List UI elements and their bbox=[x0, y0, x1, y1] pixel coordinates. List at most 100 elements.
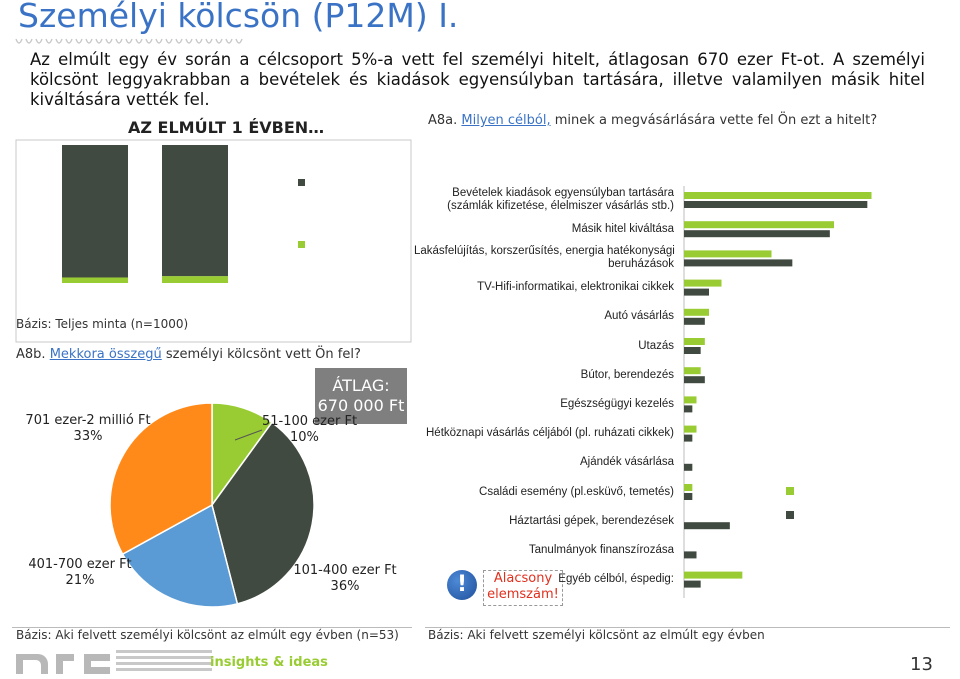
pie-slice-name: 401-700 ezer Ft bbox=[28, 557, 132, 572]
category-label-line: Ajándék vásárlása bbox=[580, 456, 674, 469]
category-label-line: Tanulmányok finanszírozása bbox=[528, 543, 674, 556]
bar-legend-swatch bbox=[786, 511, 794, 519]
alert-icon: ! bbox=[447, 570, 477, 600]
bar-2011q4 bbox=[684, 201, 868, 208]
nrc-logo bbox=[16, 650, 212, 674]
stacked-base: Bázis: Teljes minta (n=1000) bbox=[16, 317, 189, 331]
category-label-line: TV-Hifi-informatikai, elektronikai cikke… bbox=[477, 281, 674, 294]
pie-slice bbox=[121, 503, 239, 608]
pie-slice-name: 101-400 ezer Ft bbox=[293, 563, 397, 578]
bar-question-rest: minek a megvásárlására vette fel Ön ezt … bbox=[554, 113, 878, 128]
pie-slice-percent: 36% bbox=[330, 579, 360, 594]
bar-legend-swatch bbox=[786, 487, 794, 495]
bar-2011q4 bbox=[684, 551, 697, 559]
bar-2011q4 bbox=[684, 493, 693, 500]
pie-question: A8b. Mekkora összegű személyi kölcsönt v… bbox=[16, 347, 361, 362]
category-label-line: Egészségügyi kezelés bbox=[560, 397, 674, 410]
pie-slice bbox=[211, 421, 315, 605]
category-label: Bútor, berendezés bbox=[414, 369, 674, 382]
bar-2011q4 bbox=[684, 376, 705, 384]
category-label-line: Autó vásárlás bbox=[604, 310, 674, 323]
pie-slice-label: 101-400 ezer Ft 36% bbox=[290, 563, 400, 595]
pie-slice-label: 701 ezer-2 millió Ft 33% bbox=[18, 413, 158, 445]
page-title: Személyi kölcsön (P12M) I. bbox=[18, 0, 459, 35]
bar-2012q1 bbox=[684, 250, 772, 258]
category-label-line: Egyéb célból, éspedig: bbox=[558, 573, 674, 586]
average-value: 670 000 Ft bbox=[317, 396, 405, 415]
pie-slice-name: 51-100 ezer Ft bbox=[262, 414, 358, 429]
stacked-bar-not-taken-2 bbox=[162, 145, 228, 277]
category-label: Másik hitel kiváltása bbox=[414, 223, 674, 236]
pie-slice-percent: 10% bbox=[290, 430, 319, 445]
category-label-line: beruházások bbox=[608, 258, 674, 271]
stacked-chart-frame bbox=[15, 139, 412, 343]
category-label-line: Bevételek kiadások egyensúlyban tartásár… bbox=[452, 187, 674, 199]
category-label-line: Háztartási gépek, berendezések bbox=[509, 514, 674, 527]
pie-question-prefix: A8b. bbox=[16, 347, 46, 362]
bar-2011q4 bbox=[684, 522, 730, 530]
stacked-legend-swatch bbox=[298, 241, 305, 248]
pie-slice-percent: 21% bbox=[65, 573, 95, 588]
category-label-line: Bútor, berendezés bbox=[580, 368, 674, 381]
category-label: Hétköznapi vásárlás céljából (pl. ruháza… bbox=[414, 427, 674, 440]
average-label: ÁTLAG: bbox=[332, 376, 390, 395]
intro-text: Az elmúlt egy év során a célcsoport 5%-a… bbox=[30, 50, 925, 109]
category-label: Ajándék vásárlása bbox=[414, 456, 674, 469]
category-label-line: Utazás bbox=[638, 339, 674, 352]
bar-question-prefix: A8a. bbox=[428, 113, 458, 128]
bar-2011q4 bbox=[684, 405, 693, 413]
category-label: Családi esemény (pl.esküvő, temetés) bbox=[414, 486, 674, 499]
category-label-line: (számlák kifizetése, élelmiszer vásárlás… bbox=[447, 200, 674, 212]
bar-2012q1 bbox=[684, 308, 709, 316]
footer-rule-left bbox=[12, 627, 412, 628]
bar-2011q4 bbox=[684, 259, 793, 267]
pie-slice-percent: 33% bbox=[73, 429, 103, 444]
pie-slice bbox=[109, 402, 213, 556]
bar-2012q1 bbox=[684, 279, 722, 287]
bar-2012q1 bbox=[684, 338, 705, 345]
bar-2011q4 bbox=[684, 434, 693, 442]
bar-2012q1 bbox=[684, 571, 743, 579]
pie-leader-line bbox=[234, 429, 263, 441]
pie-question-link[interactable]: Mekkora összegű bbox=[49, 347, 162, 362]
bar-2011q4 bbox=[684, 347, 701, 354]
bar-2012q1 bbox=[684, 484, 693, 491]
alert-box: ! Alacsony elemszám! bbox=[447, 566, 565, 606]
category-label: Egyéb célból, éspedig: bbox=[414, 573, 674, 586]
category-label-line: Családi esemény (pl.esküvő, temetés) bbox=[479, 485, 674, 498]
bar-2012q1 bbox=[684, 425, 697, 433]
stacked-chart-title: AZ ELMÚLT 1 ÉVBEN… bbox=[128, 118, 325, 137]
pie-slice-label: 401-700 ezer Ft 21% bbox=[20, 557, 140, 589]
bar-2011q4 bbox=[684, 230, 830, 238]
alert-text: Alacsony elemszám! bbox=[483, 570, 563, 606]
stacked-bar-taken-1 bbox=[62, 277, 128, 283]
bar-2011q4 bbox=[684, 317, 705, 325]
bar-2012q1 bbox=[684, 192, 872, 199]
bar-2012q1 bbox=[684, 367, 701, 375]
pie-question-rest: személyi kölcsönt vett Ön fel? bbox=[165, 347, 361, 362]
bar-2011q4 bbox=[684, 288, 709, 296]
bar-question-link[interactable]: Milyen célból, bbox=[461, 113, 551, 128]
bar-2012q1 bbox=[684, 221, 834, 229]
bar-2011q4 bbox=[684, 580, 701, 588]
category-label-line: Másik hitel kiváltása bbox=[571, 222, 674, 235]
logo-tagline: insights & ideas bbox=[210, 655, 328, 670]
average-box: ÁTLAG: 670 000 Ft bbox=[315, 368, 407, 424]
bar-question: A8a. Milyen célból, minek a megvásárlásá… bbox=[428, 113, 877, 128]
bar-base: Bázis: Aki felvett személyi kölcsönt az … bbox=[428, 628, 765, 642]
stacked-bar-not-taken-1 bbox=[62, 145, 128, 278]
bar-2011q4 bbox=[684, 463, 693, 471]
pie-slice-name: 701 ezer-2 millió Ft bbox=[25, 413, 151, 428]
bar-2012q1 bbox=[684, 396, 697, 404]
category-label: Autó vásárlás bbox=[414, 310, 674, 323]
category-label-line: Hétköznapi vásárlás céljából (pl. ruháza… bbox=[426, 427, 674, 440]
category-label: Egészségügyi kezelés bbox=[414, 398, 674, 411]
stacked-legend-swatch bbox=[298, 179, 305, 186]
category-label-line: Lakásfelújítás, korszerűsítés, energia h… bbox=[414, 245, 675, 258]
category-label: Háztartási gépek, berendezések bbox=[414, 515, 674, 528]
category-label: TV-Hifi-informatikai, elektronikai cikke… bbox=[414, 281, 674, 294]
title-decoration bbox=[15, 38, 243, 44]
